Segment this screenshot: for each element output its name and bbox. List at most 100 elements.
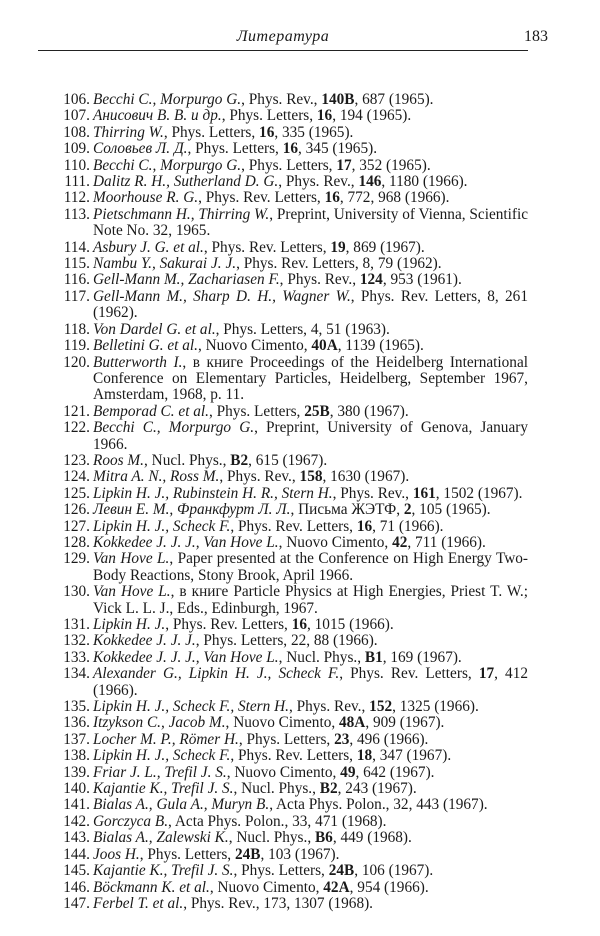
reference-number: 131. [63,616,90,633]
reference-item: 110. Becchi C., Morpurgo G., Phys. Letter… [38,156,528,174]
reference-item: 109. Соловьев Л. Д., Phys. Letters, 16, 3… [38,140,528,157]
reference-number: 136. [63,714,90,732]
reference-source: , в книге Proceedings of the Heidelberg … [93,353,528,404]
reference-source: , Nuovo Cimento, [209,878,324,896]
reference-source: , 1325 (1966). [392,698,479,716]
reference-authors: Bialas A., Gula A., Muryn B. [93,796,270,814]
reference-number: 128. [63,533,90,551]
reference-source: , Phys. Rev., [279,271,360,289]
reference-source: , Nucl. Phys., [278,648,365,666]
reference-authors: Ferbel T. et al. [93,894,184,912]
reference-source: , Nuovo Cimento, [225,714,339,732]
reference-source: , Phys. Letters, [221,107,317,125]
reference-source: , 380 (1967). [329,402,409,420]
reference-authors: Friar J. L., Trefil J. S. [93,763,227,781]
reference-item: 144. Joos H., Phys. Letters, 24B, 103 (19… [38,846,528,863]
reference-authors: Böckmann K. et al. [93,878,210,896]
reference-item: 127. Lipkin H. J., Scheck F., Phys. Rev. … [38,517,528,535]
reference-source: , Nucl. Phys., [144,451,231,469]
reference-authors: Lipkin H. J., Rubinstein H. R., Stern H. [93,484,333,502]
reference-source: , Phys. Rev. Letters, [339,665,479,683]
reference-source: , Письма ЖЭТФ, [290,501,404,519]
reference-item: 111. Dalitz R. H., Sutherland D. G., Phys… [38,173,528,190]
reference-source: , Phys. Letters, [233,862,329,880]
reference-volume: 24B [328,862,355,880]
reference-item: 106. Becchi C., Morpurgo G., Phys. Rev., … [38,91,528,108]
reference-item: 124. Mitra A. N., Ross M., Phys. Rev., 15… [38,468,528,486]
reference-authors: Kokkedee J. J. J., Van Hove L. [93,648,279,666]
reference-volume: 42 [392,533,408,551]
reference-source: , 106 (1967). [354,862,434,880]
reference-authors: Bialas A., Zalewski K. [93,829,229,847]
reference-number: 122. [63,419,90,437]
reference-list: 106. Becchi C., Morpurgo G., Phys. Rev., … [38,91,529,912]
reference-authors: Van Hove L. [93,550,170,568]
reference-source: , 496 (1966). [349,730,429,748]
reference-source: , 1015 (1966). [307,616,394,633]
reference-source: , 352 (1965). [351,156,431,174]
reference-source: , 772, 968 (1966). [339,189,450,207]
reference-volume: B6 [314,829,333,847]
reference-source: , Phys. Rev., [219,468,300,486]
reference-source: , 1502 (1967). [435,484,523,502]
reference-source: , Acta Phys. Polon., 33, 471 (1968). [168,812,387,830]
reference-number: 146. [63,878,90,896]
reference-authors: Asbury J. G. et al. [93,238,204,256]
reference-item: 118. Von Dardel G. et al., Phys. Letters,… [38,320,528,338]
reference-item: 137. Locher M. P., Römer H., Phys. Letter… [38,730,528,748]
reference-number: 142. [63,812,90,830]
reference-source: , 953 (1961). [382,271,462,289]
reference-volume: 158 [299,468,323,486]
reference-item: 107. Анисович В. В. и др., Phys. Letters,… [38,107,528,125]
reference-volume: 17 [478,665,495,683]
reference-authors: Kajantie K., Trefil J. S. [93,780,234,798]
reference-volume: 19 [330,238,346,256]
reference-source: , Preprint, University of Vienna, Scient… [93,205,529,240]
reference-authors: Kajantie K., Trefil J. S. [93,862,234,880]
reference-authors: Locher M. P., Römer H. [93,730,239,748]
reference-number: 124. [63,468,90,486]
reference-source: , Phys. Rev. Letters, [203,238,331,256]
reference-item: 147. Ferbel T. et al., Phys. Rev., 173, 1… [38,894,528,912]
reference-number: 137. [63,730,90,748]
reference-number: 140. [63,780,90,798]
reference-number: 130. [63,583,90,601]
reference-item: 115. Nambu Y., Sakurai J. J., Phys. Rev. … [38,255,528,273]
reference-source: , Phys. Rev. Letters, 8, 79 (1962). [236,255,442,273]
reference-number: 126. [63,501,90,519]
reference-source: , Acta Phys. Polon., 32, 443 (1967). [269,796,488,814]
reference-volume: 48A [339,714,366,732]
reference-volume: B2 [230,451,249,469]
reference-source: , Nuovo Cimento, [197,337,312,355]
reference-volume: 16 [291,616,307,633]
reference-item: 131. Lipkin H. J., Phys. Rev. Letters, 16… [38,616,528,633]
reference-item: 112. Moorhouse R. G., Phys. Rev. Letters,… [38,189,528,207]
reference-item: 135. Lipkin H. J., Scheck F., Stern H., P… [38,698,528,716]
reference-source: , 105 (1965). [411,501,491,519]
reference-item: 119. Belletini G. et al., Nuovo Cimento, … [38,337,528,355]
reference-authors: Gell-Mann M., Sharp D. H., Wagner W. [93,287,351,305]
reference-number: 106. [63,91,90,108]
reference-authors: Moorhouse R. G. [93,189,199,207]
reference-number: 118. [63,320,90,338]
reference-source: , Nuovo Cimento, [226,763,341,781]
reference-number: 112. [63,189,90,207]
reference-item: 123. Roos M., Nucl. Phys., B2, 615 (1967)… [38,451,528,469]
reference-item: 142. Gorczyca B., Acta Phys. Polon., 33, … [38,812,528,830]
reference-source: , 335 (1965). [274,123,354,141]
reference-number: 141. [63,796,90,814]
reference-source: , Phys. Letters, [238,730,335,748]
reference-number: 123. [63,451,90,469]
reference-authors: Von Dardel G. et al. [93,320,216,338]
reference-number: 135. [63,698,90,716]
reference-volume: 49 [340,763,356,781]
reference-source: , Phys. Rev., [288,698,370,716]
reference-source: , 909 (1967). [365,714,445,732]
reference-source: , Phys. Rev., [332,484,413,502]
reference-item: 141. Bialas A., Gula A., Muryn B., Acta P… [38,796,528,814]
reference-authors: Lipkin H. J., Scheck F. [93,517,231,535]
reference-source: , Phys. Letters, 22, 88 (1966). [195,632,378,650]
reference-source: , Nuovo Cimento, [278,533,393,551]
reference-item: 140. Kajantie K., Trefil J. S., Nucl. Phy… [38,780,528,798]
reference-source: , 347 (1967). [372,747,452,765]
